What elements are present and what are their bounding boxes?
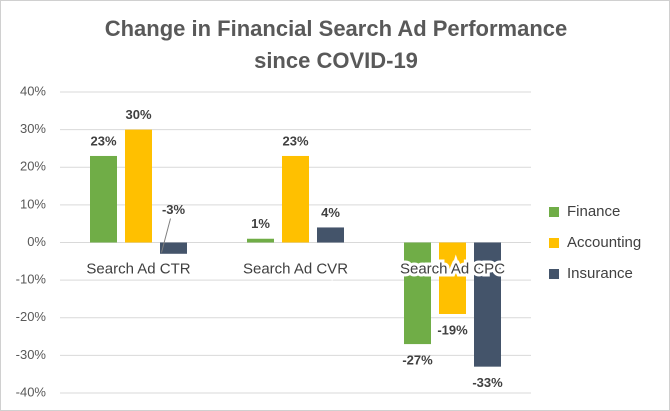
- value-label: 23%: [90, 133, 116, 148]
- y-tick-label: -40%: [16, 384, 47, 399]
- legend-label: Insurance: [567, 265, 633, 282]
- y-tick-label: 10%: [20, 196, 46, 211]
- value-label: 23%: [282, 133, 308, 148]
- y-tick-label: -20%: [16, 309, 47, 324]
- y-tick-label: 20%: [20, 159, 46, 174]
- chart-title: Change in Financial Search Ad Performanc…: [104, 16, 568, 73]
- leader-line: [161, 218, 171, 253]
- bar: [247, 238, 274, 243]
- bar: [125, 129, 152, 243]
- bar: [160, 242, 187, 254]
- bar: [474, 242, 501, 367]
- legend-swatch: [549, 207, 559, 217]
- y-tick-label: -10%: [16, 272, 47, 287]
- legend-swatch: [549, 269, 559, 279]
- value-label: -33%: [472, 375, 503, 390]
- legend-label: Accounting: [567, 234, 641, 251]
- value-label: -19%: [437, 322, 468, 337]
- y-tick-label: 30%: [20, 121, 46, 136]
- y-tick-label: -30%: [16, 347, 47, 362]
- x-tick-label: Search Ad CTR: [86, 260, 190, 277]
- value-label: 4%: [321, 205, 340, 220]
- legend-label: Finance: [567, 203, 620, 220]
- value-label: 1%: [251, 216, 270, 231]
- value-label: -27%: [402, 353, 433, 368]
- bar: [90, 155, 117, 243]
- x-tick-label: Search Ad CPC: [400, 260, 505, 277]
- bar: [439, 242, 466, 314]
- x-tick-label: Search Ad CVR: [243, 260, 348, 277]
- bar: [317, 227, 344, 243]
- y-tick-label: 40%: [20, 83, 46, 98]
- value-label: -3%: [162, 202, 186, 217]
- y-tick-label: 0%: [27, 234, 46, 249]
- value-label: 30%: [125, 107, 151, 122]
- bar: [404, 242, 431, 345]
- legend-swatch: [549, 238, 559, 248]
- bar: [282, 155, 309, 243]
